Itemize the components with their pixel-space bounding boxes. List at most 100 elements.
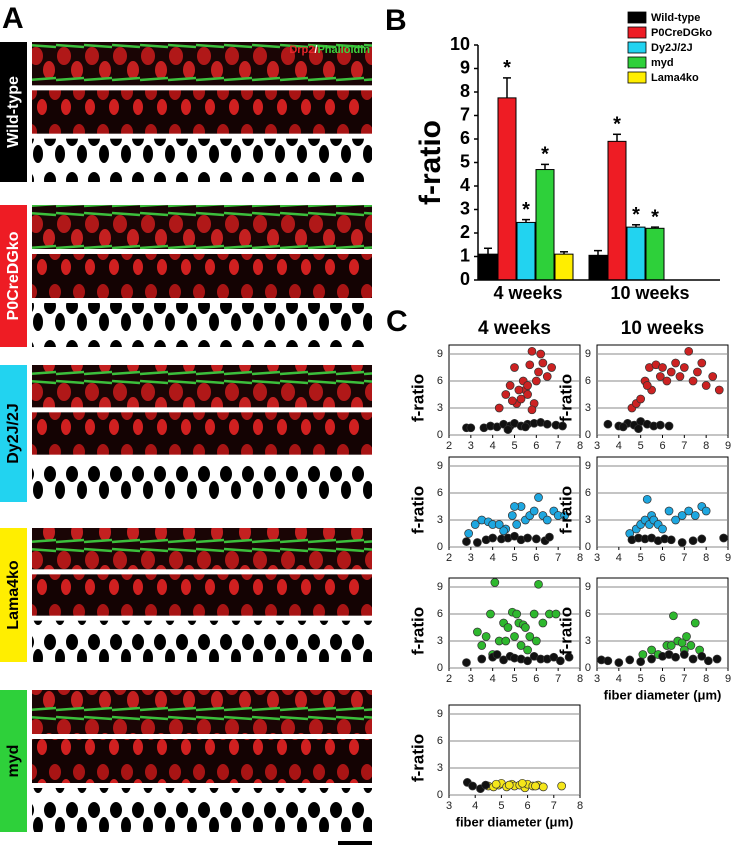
stain-name: Drp2 — [289, 44, 314, 56]
point — [468, 781, 477, 791]
point — [477, 641, 487, 650]
point — [523, 390, 532, 399]
x-tick-label: 8 — [703, 440, 709, 452]
x-tick-label: 4 — [490, 440, 496, 452]
point — [523, 645, 532, 655]
significance-mark: * — [613, 114, 621, 136]
point — [697, 651, 707, 661]
micrograph — [32, 42, 372, 86]
y-tick-label: 3 — [437, 762, 443, 774]
y-tick-label: 9 — [585, 460, 591, 472]
point — [690, 618, 700, 628]
y-tick-label: 0 — [437, 541, 443, 553]
y-tick-label: 0 — [460, 269, 470, 289]
x-tick-label: 3 — [594, 440, 600, 452]
x-tick-label: 5 — [638, 440, 644, 452]
point — [529, 506, 539, 516]
column-title: 10 weeks — [621, 318, 704, 339]
micrograph — [32, 205, 372, 249]
point — [525, 360, 535, 370]
point — [542, 372, 552, 381]
point — [618, 422, 628, 432]
point — [507, 511, 517, 520]
point — [481, 632, 491, 641]
x-tick-label: 4 — [616, 673, 622, 685]
x-tick-label: 5 — [498, 800, 504, 812]
point — [473, 538, 482, 547]
y-tick-label: 9 — [460, 57, 470, 77]
y-tick-label: 6 — [437, 487, 443, 499]
x-tick-label: 7 — [555, 552, 561, 564]
micrograph — [32, 365, 372, 408]
row-label: Dy2J/2J — [5, 403, 22, 464]
point — [712, 654, 722, 664]
micrograph — [32, 412, 372, 455]
point — [658, 363, 667, 372]
point — [671, 358, 680, 368]
point — [564, 652, 574, 662]
point — [481, 780, 491, 790]
y-tick-label: 6 — [437, 608, 443, 620]
point — [634, 424, 643, 434]
point — [494, 520, 504, 529]
point — [614, 658, 624, 667]
x-tick-label: 8 — [577, 673, 583, 685]
x-tick-label: 2 — [446, 673, 452, 685]
point — [666, 535, 676, 545]
point — [697, 534, 707, 544]
point — [527, 405, 537, 415]
y-tick-label: 9 — [437, 460, 443, 472]
point — [534, 367, 543, 377]
point — [477, 654, 487, 664]
point — [625, 655, 635, 665]
x-tick-label: 8 — [577, 552, 583, 564]
point — [527, 346, 537, 356]
point — [503, 623, 513, 632]
x-tick-label: 8 — [577, 440, 583, 452]
y-tick-label: 0 — [585, 541, 591, 553]
x-tick-label: 5 — [638, 673, 644, 685]
y-tick-label: 0 — [437, 662, 443, 674]
point — [647, 654, 656, 664]
point — [531, 636, 541, 646]
point — [538, 618, 548, 628]
x-tick-label: 7 — [555, 673, 561, 685]
y-axis-label: f-ratio — [408, 607, 427, 655]
x-tick-label: 8 — [703, 552, 709, 564]
point — [531, 376, 541, 386]
y-tick-label: 5 — [460, 151, 470, 171]
x-tick-label: 5 — [638, 552, 644, 564]
y-tick-label: 3 — [460, 198, 470, 218]
y-axis-label: f-ratio — [408, 374, 427, 422]
x-tick-label: 4 — [616, 440, 622, 452]
point — [693, 367, 702, 377]
x-tick-label: 9 — [725, 673, 731, 685]
point — [703, 656, 713, 666]
legend-label: Lama4ko — [651, 72, 699, 84]
y-axis-label: f-ratio — [556, 374, 575, 422]
row-label-box — [0, 528, 27, 662]
y-tick-label: 0 — [585, 429, 591, 441]
micrograph — [32, 254, 372, 298]
y-tick-label: 9 — [437, 348, 443, 360]
y-tick-label: 3 — [437, 402, 443, 414]
point — [638, 650, 648, 659]
bar — [588, 254, 608, 281]
x-axis-label: fiber diameter (μm) — [456, 814, 574, 829]
point — [669, 611, 678, 621]
micrograph — [32, 739, 372, 783]
point — [523, 533, 532, 543]
stain-name: / — [314, 44, 317, 56]
point — [542, 419, 552, 429]
point — [697, 358, 707, 368]
point — [531, 781, 540, 791]
y-tick-label: 6 — [437, 735, 443, 747]
point — [666, 367, 676, 377]
y-tick-label: 0 — [437, 429, 443, 441]
legend-label: Dy2J/2J — [651, 42, 693, 54]
point — [551, 609, 561, 619]
y-tick-label: 3 — [585, 514, 591, 526]
point — [542, 515, 552, 525]
point — [671, 515, 680, 525]
